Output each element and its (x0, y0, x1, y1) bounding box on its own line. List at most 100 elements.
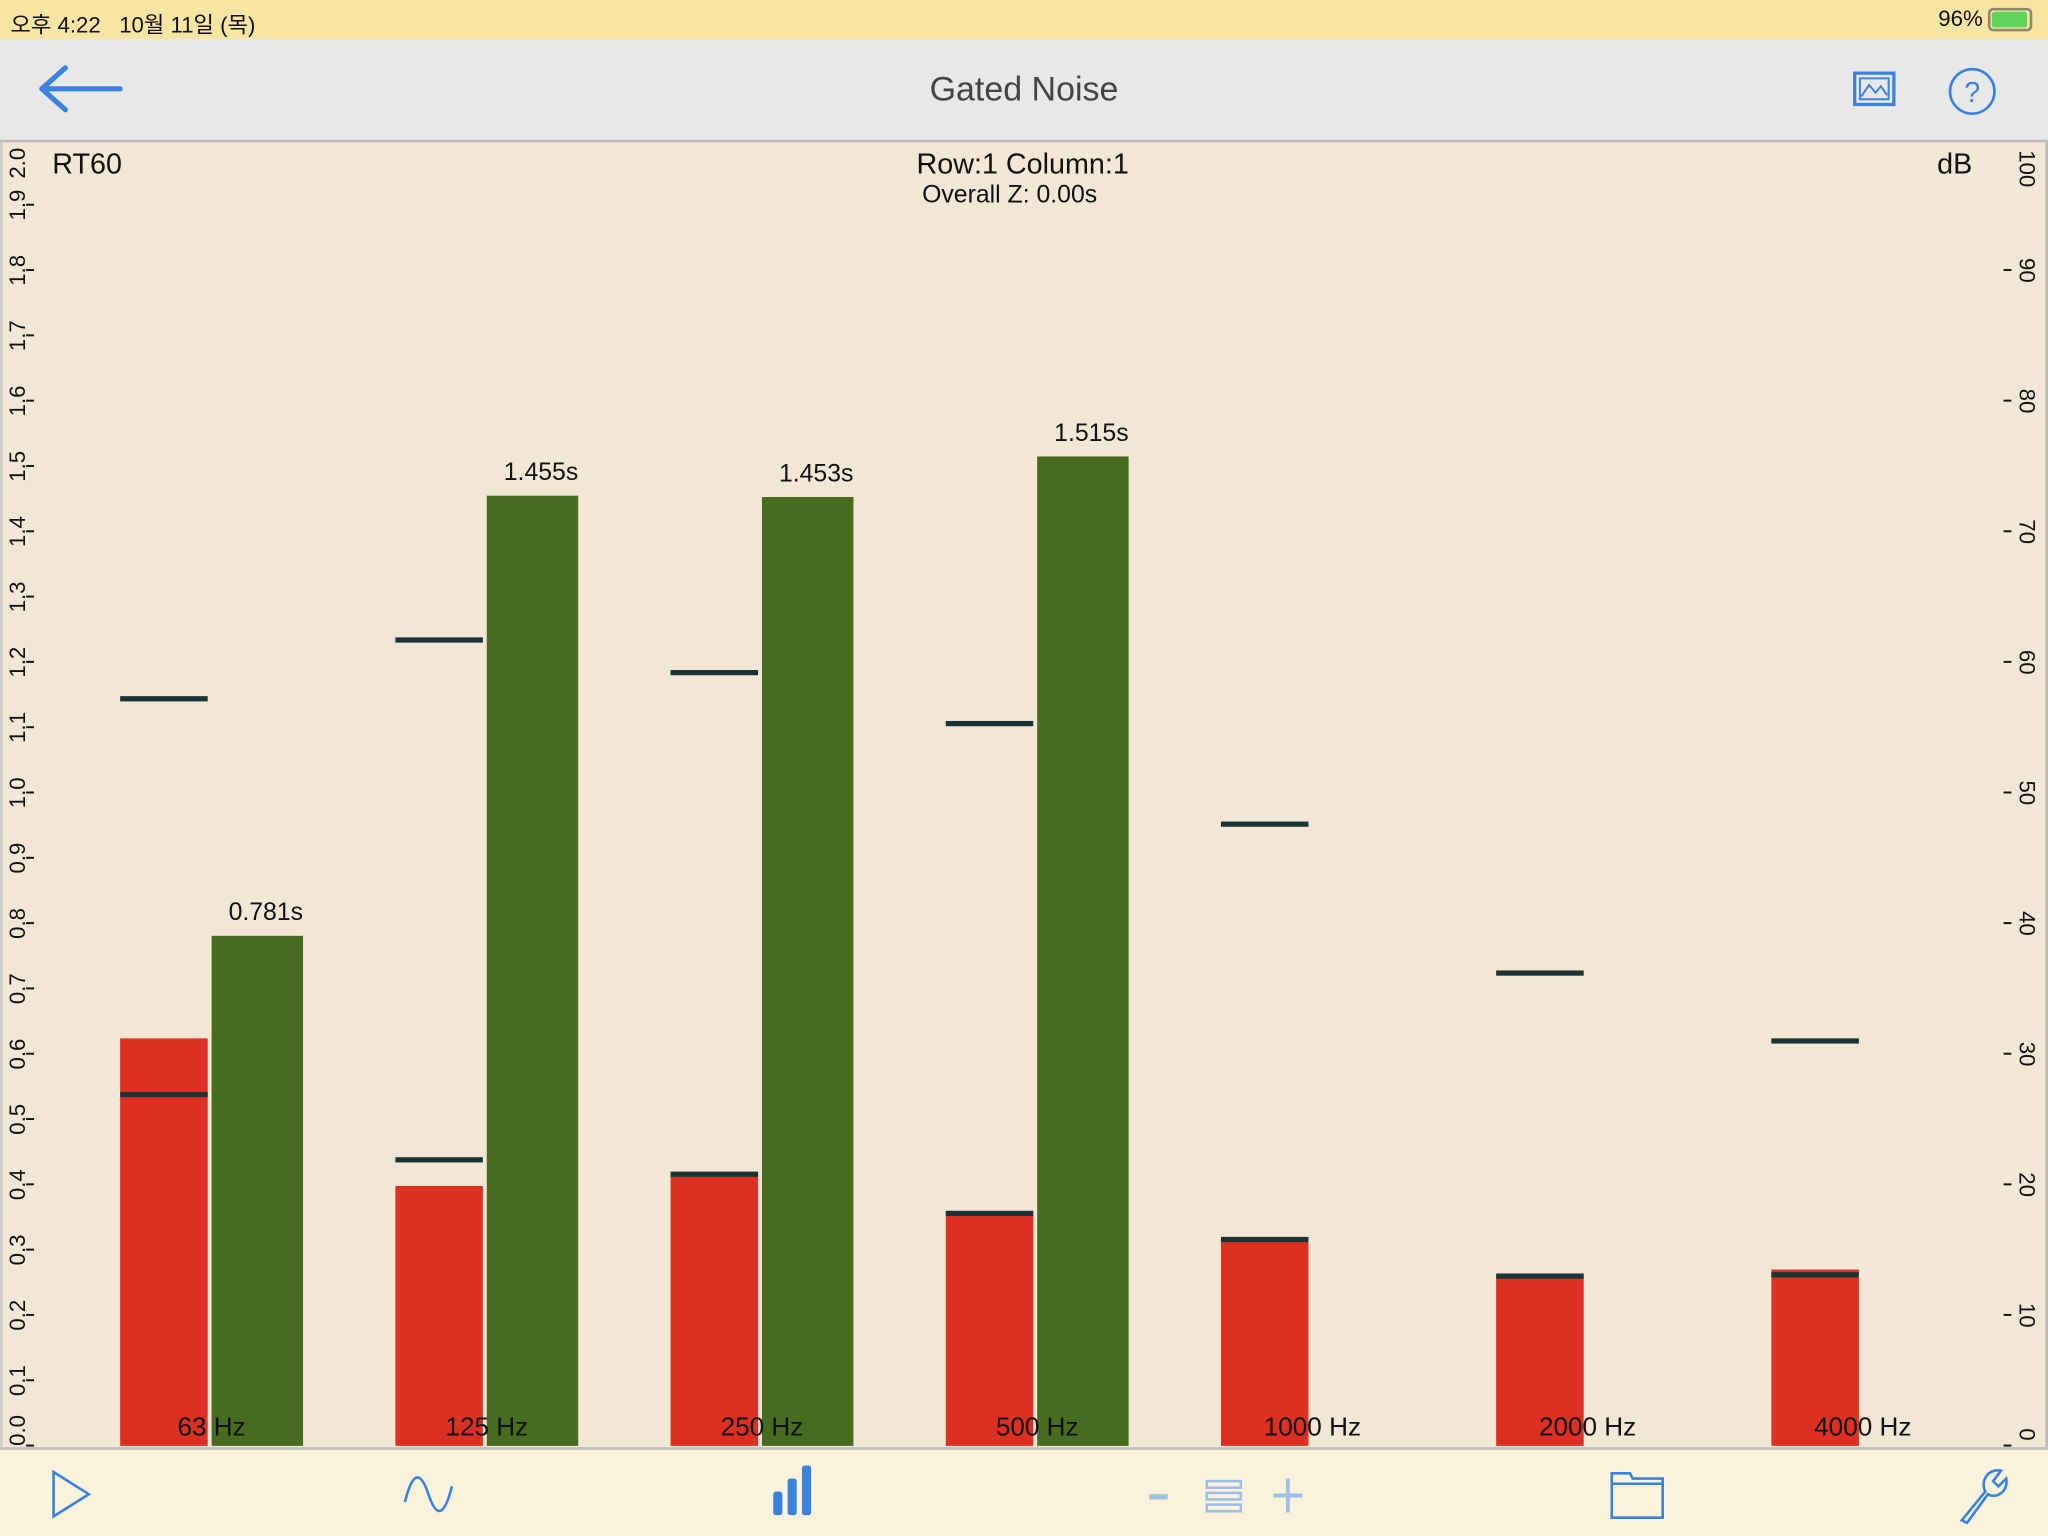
right-tick (2003, 530, 2012, 533)
right-tick-label: 90 (2014, 258, 2039, 283)
level-bar (1771, 1269, 1859, 1446)
rt60-value-label: 1.515s (1054, 420, 1128, 447)
left-tick (26, 1118, 34, 1120)
rt60-value-label: 1.455s (504, 459, 578, 486)
right-axis-label: dB (1937, 149, 1972, 181)
left-tick (26, 1183, 34, 1186)
wrench-icon[interactable] (1951, 1465, 2008, 1525)
right-tick-label: 20 (2014, 1172, 2039, 1197)
left-tick-label: 1.5 (5, 451, 30, 482)
upper-marker (395, 637, 483, 643)
left-tick (26, 269, 34, 272)
left-tick-label: 0.1 (5, 1365, 30, 1396)
left-tick-label: 1.2 (5, 647, 30, 678)
folder-icon[interactable] (1609, 1468, 1666, 1523)
list-icon[interactable] (1204, 1468, 1243, 1520)
back-arrow-icon[interactable] (37, 63, 123, 115)
right-tick (2003, 1313, 2012, 1316)
left-tick (26, 530, 34, 533)
upper-marker (120, 696, 208, 702)
left-tick-label: 1.0 (5, 777, 30, 808)
bar-chart-icon[interactable] (771, 1463, 818, 1518)
level-bar (1496, 1276, 1584, 1446)
left-tick (26, 399, 34, 402)
right-tick-label: 10 (2014, 1303, 2039, 1328)
lower-marker (120, 1091, 208, 1098)
right-tick (2003, 269, 2012, 272)
upper-marker (1220, 821, 1309, 827)
left-tick (26, 791, 34, 794)
left-tick-label: 1.4 (5, 516, 30, 547)
left-tick-label: 1.9 (5, 190, 30, 221)
battery-percent: 96% (1938, 6, 1983, 32)
left-tick-label: 0.9 (5, 843, 30, 874)
left-tick-label: 0.4 (5, 1169, 30, 1200)
left-tick-label: 1.1 (5, 712, 30, 743)
left-tick-label: 1.6 (5, 386, 30, 417)
right-tick-label: 60 (2014, 650, 2039, 675)
upper-marker (945, 720, 1034, 727)
time: 오후 4:22 (10, 13, 101, 38)
status-time: 오후 4:22 10월 11일 (목) (10, 7, 255, 40)
rt60-value-label: 0.781s (229, 899, 303, 926)
rt60-chart: RT60 dB Row:1 Column:1 Overall Z: 0.00s … (0, 142, 2048, 1448)
rt60-bar (486, 495, 579, 1446)
rt60-value-label: 1.453s (779, 460, 853, 487)
plus-icon[interactable] (1270, 1468, 1307, 1520)
upper-marker (670, 670, 759, 676)
right-tick (2003, 660, 2012, 663)
lower-marker (1771, 1272, 1859, 1278)
battery-icon (1987, 7, 2033, 32)
upper-marker (1496, 970, 1584, 976)
level-bar (395, 1185, 483, 1446)
lower-marker (670, 1171, 759, 1177)
level-bar (120, 1038, 208, 1446)
right-tick-label: 80 (2014, 389, 2039, 414)
right-tick (2003, 399, 2012, 402)
left-tick-label: 0.8 (5, 908, 30, 939)
date: 10월 11일 (목) (119, 13, 256, 38)
wave-icon[interactable] (402, 1468, 454, 1520)
frequency-label: 125 Hz (445, 1411, 528, 1441)
left-tick (26, 595, 34, 598)
page-title: Gated Noise (929, 69, 1119, 109)
lower-marker (1496, 1273, 1584, 1279)
left-tick-label: 0.6 (5, 1039, 30, 1070)
chart-title: Row:1 Column:1 (917, 149, 1129, 181)
right-tick-label: 100 (2014, 150, 2039, 187)
frequency-label: 1000 Hz (1264, 1411, 1361, 1441)
bottom-toolbar (0, 1447, 2048, 1536)
level-bar (1220, 1240, 1309, 1446)
left-tick (26, 856, 34, 859)
lower-marker (395, 1157, 483, 1163)
rt60-bar (761, 496, 854, 1446)
left-tick-label: 0.5 (5, 1104, 30, 1135)
lower-marker (945, 1210, 1034, 1216)
frequency-label: 2000 Hz (1539, 1411, 1636, 1441)
left-tick (26, 464, 34, 467)
rt60-bar (1037, 456, 1129, 1446)
left-tick (26, 203, 34, 206)
left-tick (26, 660, 34, 663)
minus-icon[interactable] (1147, 1468, 1173, 1520)
frequency-label: 4000 Hz (1814, 1411, 1911, 1441)
rt60-bar (211, 935, 304, 1446)
left-tick-label: 0.0 (5, 1415, 30, 1446)
right-tick (2003, 1183, 2012, 1186)
left-tick (26, 1379, 34, 1382)
right-tick-label: 50 (2014, 780, 2039, 805)
frequency-label: 500 Hz (996, 1411, 1079, 1441)
upper-marker (1771, 1038, 1859, 1044)
left-tick-label: 0.2 (5, 1300, 30, 1331)
play-icon[interactable] (50, 1468, 94, 1520)
level-bar (670, 1172, 759, 1446)
status-bar: 오후 4:22 10월 11일 (목) 96% (0, 0, 2048, 40)
chart-subtitle: Overall Z: 0.00s (922, 181, 1097, 208)
left-tick (26, 987, 34, 990)
help-icon[interactable]: ? (1946, 65, 1998, 117)
image-icon[interactable] (1852, 71, 1896, 108)
frequency-label: 63 Hz (177, 1411, 245, 1441)
left-tick-label: 0.7 (5, 973, 30, 1004)
left-tick (26, 922, 34, 925)
right-tick (2003, 1052, 2012, 1055)
